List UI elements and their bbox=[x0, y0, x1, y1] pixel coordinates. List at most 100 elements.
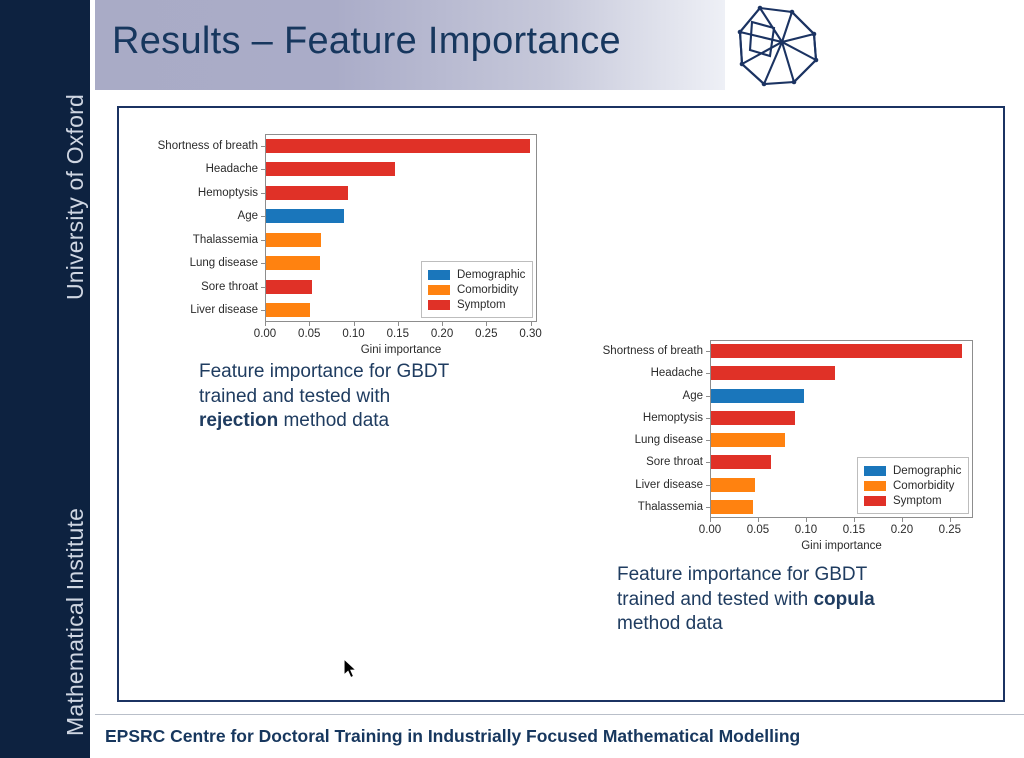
bar bbox=[266, 279, 313, 294]
caption-rejection-emphasis: rejection bbox=[199, 410, 279, 431]
legend-swatch bbox=[428, 299, 450, 310]
y-axis-tick-label: Headache bbox=[650, 367, 703, 380]
x-axis-tick-label: 0.10 bbox=[794, 524, 818, 536]
x-axis-tick bbox=[949, 518, 951, 522]
legend-label: Symptom bbox=[893, 494, 942, 507]
footer-label: EPSRC Centre for Doctoral Training in In… bbox=[105, 726, 801, 746]
x-axis-tick bbox=[901, 518, 903, 522]
y-axis-tick-label: Liver disease bbox=[635, 478, 703, 491]
legend-label: Comorbidity bbox=[893, 479, 955, 492]
x-axis-title: Gini importance bbox=[801, 540, 882, 552]
legend-entry: Symptom bbox=[864, 493, 961, 508]
y-axis-tick-label: Hemoptysis bbox=[642, 411, 703, 424]
x-axis-tick-label: 0.00 bbox=[253, 328, 277, 340]
legend-entry: Demographic bbox=[428, 267, 525, 282]
x-axis-tick bbox=[265, 322, 266, 326]
x-axis-tick-label: 0.30 bbox=[519, 328, 542, 340]
y-axis-tick bbox=[706, 462, 710, 464]
y-axis-tick bbox=[261, 310, 265, 312]
y-axis-tick-label: Sore throat bbox=[201, 280, 258, 293]
caption-copula-line2-pre: trained and tested with bbox=[617, 588, 814, 610]
x-axis-tick bbox=[853, 518, 855, 522]
x-axis-tick-label: 0.20 bbox=[890, 524, 914, 536]
page-title: Results – Feature Importance bbox=[112, 20, 621, 62]
y-axis-tick-label: Age bbox=[237, 210, 258, 223]
footer-divider bbox=[95, 714, 1024, 715]
legend-swatch bbox=[864, 480, 886, 491]
x-axis-tick-label: 0.15 bbox=[842, 524, 866, 536]
y-axis-tick bbox=[261, 263, 265, 265]
header-band bbox=[95, 0, 725, 90]
x-axis-tick bbox=[486, 322, 488, 326]
chart-copula-feature-importance: Shortness of breath Headache Age Hemoptysis… bbox=[567, 334, 997, 552]
legend-swatch bbox=[864, 495, 886, 506]
caption-copula-emphasis: copula bbox=[813, 588, 875, 610]
bar bbox=[711, 410, 796, 425]
bar bbox=[266, 162, 396, 177]
x-axis-tick-label: 0.25 bbox=[938, 524, 962, 536]
x-axis-tick bbox=[757, 518, 759, 522]
caption-rejection: Feature importance for GBDT trained and … bbox=[199, 360, 519, 434]
chart-rejection-feature-importance: Shortness of breath Headache Hemoptysis Age… bbox=[135, 128, 565, 368]
y-axis-tick-label: Lung disease bbox=[634, 434, 703, 447]
legend-swatch bbox=[864, 465, 886, 476]
infomm-logo: InFoMM Industrially Focused Mathematical… bbox=[725, 0, 1024, 90]
y-axis-tick-label: Thalassemia bbox=[192, 233, 258, 246]
y-axis-tick-label: Age bbox=[682, 389, 703, 402]
legend-label: Demographic bbox=[457, 268, 526, 281]
legend-label: Symptom bbox=[457, 298, 506, 311]
x-axis-tick-label: 0.15 bbox=[386, 328, 409, 340]
legend-entry: Symptom bbox=[428, 297, 525, 312]
x-axis-tick bbox=[442, 322, 444, 326]
x-axis-tick-label: 0.00 bbox=[698, 524, 722, 536]
legend-entry: Demographic bbox=[864, 463, 961, 478]
x-axis-tick bbox=[530, 322, 532, 326]
y-axis-tick bbox=[706, 440, 710, 442]
y-axis-tick-label: Shortness of breath bbox=[602, 345, 703, 358]
x-axis-tick-label: 0.20 bbox=[430, 328, 454, 340]
caption-rejection-line3-rest: method data bbox=[278, 410, 390, 431]
bar bbox=[266, 256, 320, 271]
y-axis-tick bbox=[261, 145, 265, 147]
caption-copula-line1: Feature importance for GBDT bbox=[617, 564, 868, 585]
caption-rejection-line3: rejection method data bbox=[199, 409, 519, 434]
y-axis-tick bbox=[706, 417, 710, 419]
y-axis-tick-label: Hemoptysis bbox=[197, 186, 258, 199]
chart-legend: Demographic Comorbidity Symptom bbox=[857, 457, 969, 514]
y-axis-tick bbox=[261, 216, 265, 218]
y-axis-tick bbox=[261, 192, 265, 194]
y-axis-tick bbox=[706, 351, 710, 353]
caption-rejection-line1: Feature importance for GBDT bbox=[199, 361, 450, 382]
y-axis-tick bbox=[706, 506, 710, 508]
legend-label: Demographic bbox=[893, 464, 962, 477]
x-axis-tick-label: 0.10 bbox=[342, 328, 365, 340]
bar bbox=[266, 303, 311, 318]
y-axis-tick-label: Liver disease bbox=[190, 304, 258, 317]
y-axis-tick-label: Headache bbox=[205, 163, 258, 176]
chart-legend: Demographic Comorbidity Symptom bbox=[421, 261, 533, 318]
x-axis-tick-label: 0.25 bbox=[475, 328, 498, 340]
network-graph-icon bbox=[730, 2, 835, 95]
legend-swatch bbox=[428, 284, 450, 295]
y-axis-tick bbox=[261, 239, 265, 241]
sidebar-institute-label: Mathematical Institute bbox=[62, 507, 88, 736]
x-axis-tick-label: 0.05 bbox=[746, 524, 770, 536]
bar bbox=[266, 185, 349, 200]
bar bbox=[711, 455, 772, 470]
bar bbox=[711, 433, 785, 448]
bar bbox=[266, 232, 321, 247]
x-axis-title: Gini importance bbox=[360, 344, 442, 356]
bar bbox=[711, 344, 963, 359]
caption-copula-line2: trained and tested with copula bbox=[617, 588, 957, 613]
legend-label: Comorbidity bbox=[457, 283, 519, 296]
bar bbox=[266, 138, 530, 153]
caption-copula: Feature importance for GBDT trained and … bbox=[617, 563, 957, 637]
y-axis-tick-label: Sore throat bbox=[646, 456, 703, 469]
y-axis-tick-label: Shortness of breath bbox=[157, 139, 258, 152]
y-axis-tick bbox=[706, 395, 710, 397]
y-axis-tick bbox=[261, 169, 265, 171]
legend-swatch bbox=[428, 269, 450, 280]
slide-content-frame: Shortness of breath Headache Hemoptysis Age… bbox=[117, 106, 1005, 702]
bar bbox=[266, 209, 344, 224]
x-axis-tick bbox=[805, 518, 807, 522]
